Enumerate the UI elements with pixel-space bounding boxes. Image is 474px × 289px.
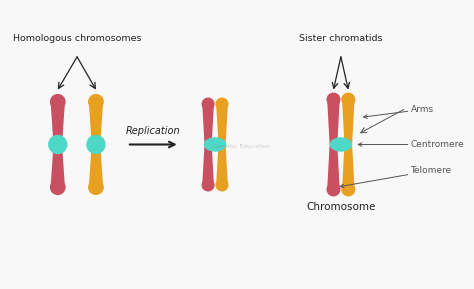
Polygon shape	[216, 104, 228, 144]
Text: Telomere: Telomere	[340, 166, 452, 188]
Circle shape	[342, 183, 355, 196]
Circle shape	[202, 98, 214, 110]
Polygon shape	[202, 104, 214, 144]
Circle shape	[89, 180, 103, 194]
Polygon shape	[89, 102, 103, 144]
Polygon shape	[202, 144, 214, 185]
Polygon shape	[89, 144, 103, 187]
Circle shape	[216, 98, 228, 110]
Circle shape	[89, 95, 103, 109]
Polygon shape	[327, 100, 340, 144]
Text: Genetic Education: Genetic Education	[213, 144, 271, 149]
Polygon shape	[216, 144, 228, 185]
Circle shape	[87, 136, 105, 153]
Circle shape	[49, 136, 67, 153]
Text: Replication: Replication	[126, 125, 181, 136]
Circle shape	[327, 183, 340, 196]
Circle shape	[327, 93, 340, 106]
Ellipse shape	[204, 137, 226, 152]
Text: Sister chromatids: Sister chromatids	[299, 34, 383, 43]
Polygon shape	[51, 102, 65, 144]
Polygon shape	[342, 144, 355, 189]
Text: Arms: Arms	[364, 105, 434, 118]
Polygon shape	[342, 100, 355, 144]
Circle shape	[51, 180, 65, 194]
Text: Homologous chromosomes: Homologous chromosomes	[13, 34, 141, 43]
Circle shape	[51, 95, 65, 109]
Circle shape	[202, 179, 214, 191]
Polygon shape	[51, 144, 65, 187]
Ellipse shape	[329, 137, 352, 152]
Polygon shape	[327, 144, 340, 189]
Text: Chromosome: Chromosome	[306, 202, 375, 212]
Text: Centromere: Centromere	[358, 140, 464, 149]
Circle shape	[342, 93, 355, 106]
Circle shape	[216, 179, 228, 191]
